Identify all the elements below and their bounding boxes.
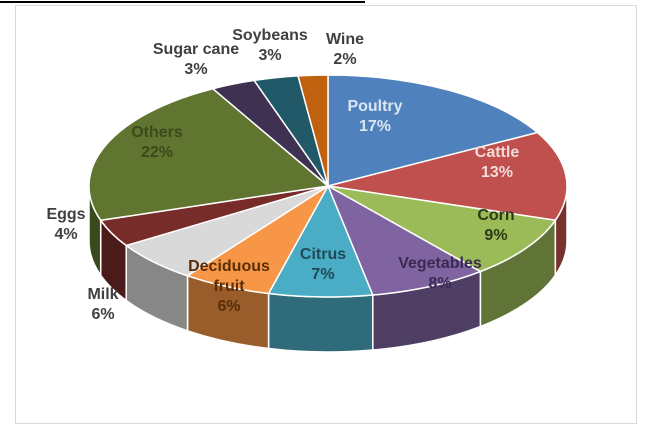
value-label: 2% <box>333 51 357 68</box>
value-label: 4% <box>54 226 78 243</box>
data-label: Others 22% <box>131 123 183 163</box>
value-label: 6% <box>217 298 241 315</box>
value-label: 13% <box>480 164 514 181</box>
data-label: Milk 6% <box>87 285 118 325</box>
slice <box>88 87 330 222</box>
category-label: Vegetables <box>398 255 482 272</box>
data-label: Vegetables 8% <box>398 254 482 294</box>
category-label: Corn <box>477 207 515 224</box>
category-label: Others <box>131 124 183 141</box>
data-label: Citrus 7% <box>300 245 346 285</box>
category-label: Deciduous fruit <box>188 258 270 295</box>
category-label: Cattle <box>474 144 520 161</box>
data-label: Sugar cane 3% <box>153 40 239 80</box>
slice <box>267 184 374 298</box>
slice <box>297 74 329 187</box>
slice <box>326 184 483 296</box>
data-label: Deciduous fruit 6% <box>179 257 279 317</box>
slice-side <box>267 292 374 353</box>
slice <box>327 74 540 187</box>
category-label: Eggs <box>46 206 86 223</box>
category-label: Poultry <box>347 98 403 115</box>
data-label: Poultry 17% <box>347 97 402 137</box>
value-label: 9% <box>484 227 508 244</box>
value-label: 6% <box>91 306 115 323</box>
value-label: 8% <box>428 275 452 292</box>
data-label: Soybeans 3% <box>232 26 308 66</box>
value-label: 3% <box>258 47 282 64</box>
data-label: Corn 9% <box>477 206 514 246</box>
value-label: 22% <box>140 144 174 161</box>
data-label: Wine 2% <box>326 30 364 70</box>
category-label: Wine <box>325 31 365 48</box>
value-label: 17% <box>358 118 392 135</box>
slice <box>327 185 557 273</box>
category-label: Sugar cane <box>152 41 240 58</box>
data-label: Eggs 4% <box>46 205 85 245</box>
category-label: Milk <box>87 286 119 303</box>
category-label: Soybeans <box>232 27 308 44</box>
slice <box>327 131 568 222</box>
category-label: Citrus <box>299 246 347 263</box>
data-label: Cattle 13% <box>475 143 519 183</box>
value-label: 7% <box>311 266 335 283</box>
value-label: 3% <box>184 61 208 78</box>
